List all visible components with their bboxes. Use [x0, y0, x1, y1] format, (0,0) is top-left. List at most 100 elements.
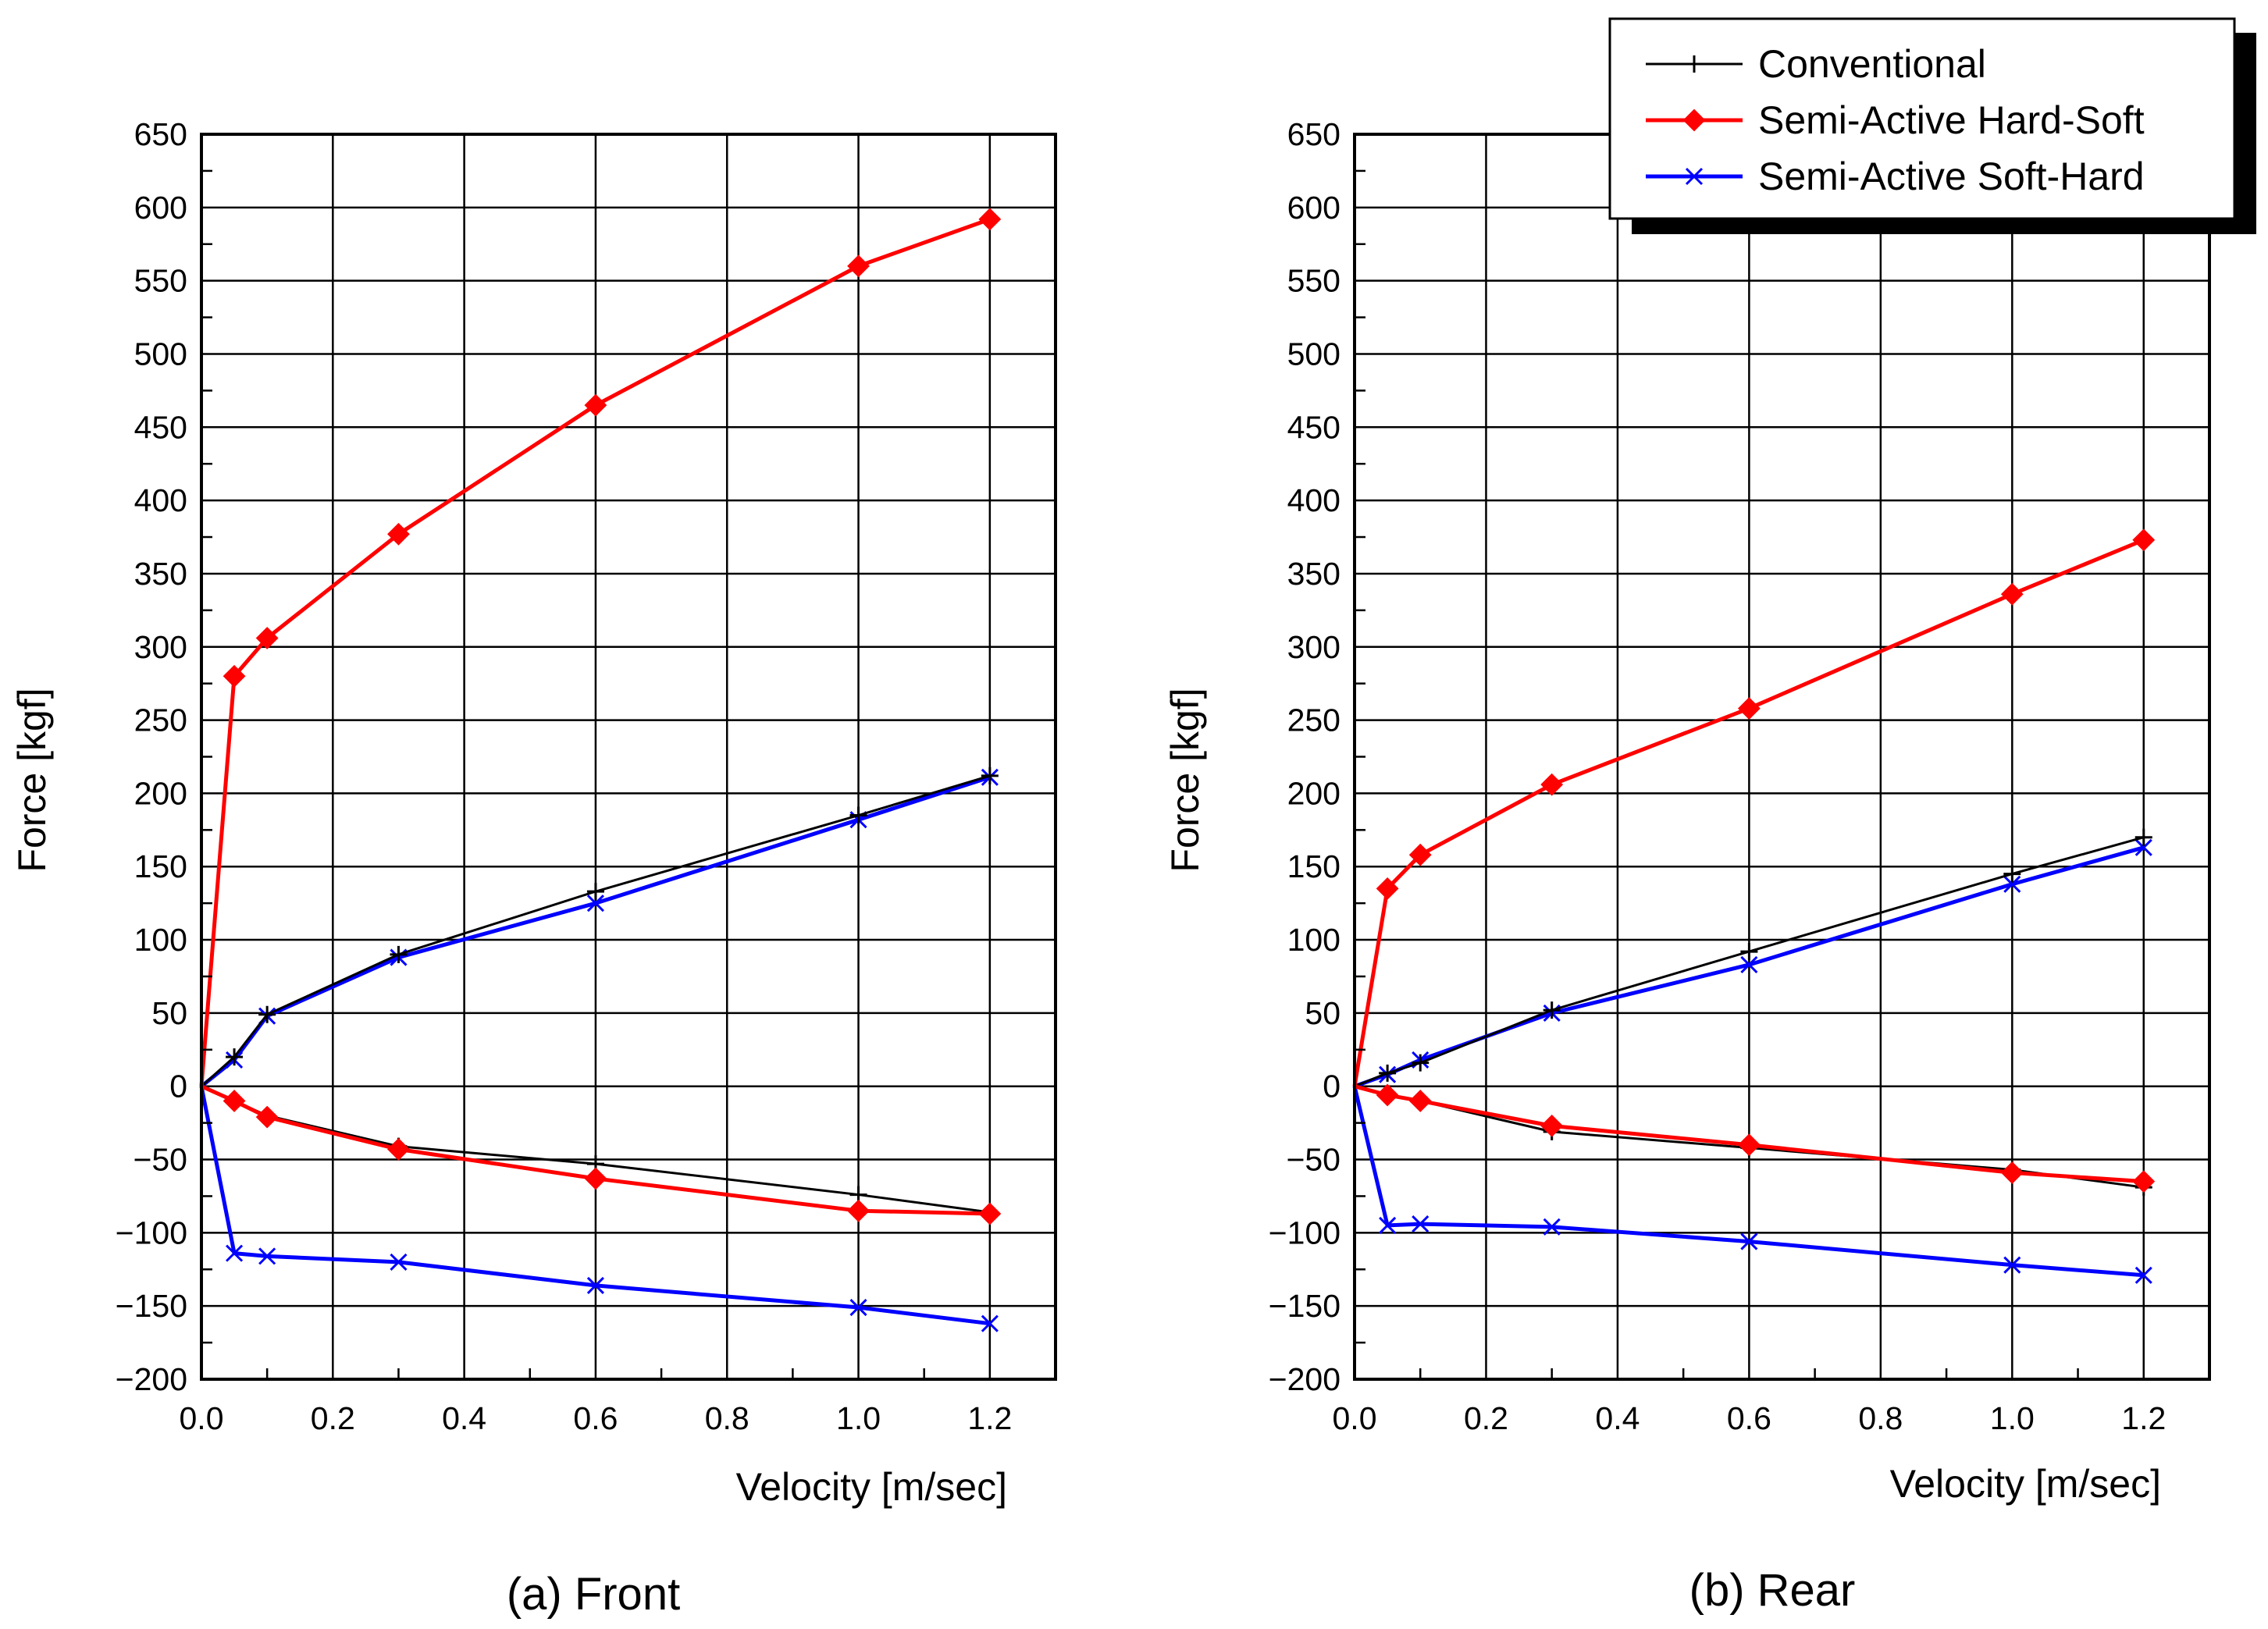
data-point — [223, 1090, 246, 1112]
legend-item-semi-active-soft-hard: Semi-Active Soft-Hard — [1646, 155, 2145, 198]
panel-front-y-tick-label: 600 — [134, 190, 187, 226]
data-point — [387, 522, 410, 546]
panel-front-x-tick-label: 0.0 — [180, 1400, 224, 1436]
panel-rear-grid — [1355, 134, 2209, 1379]
panel-rear-x-axis-label: Velocity [m/sec] — [1890, 1462, 2161, 1506]
legend: Conventional Semi-Active Hard-Soft Semi-Ac… — [1608, 17, 2256, 234]
panel-front-y-tick-label: 400 — [134, 482, 187, 518]
data-point — [981, 1314, 999, 1332]
panel-front-series-semi-active-hard-soft-rebound — [199, 208, 1002, 1087]
data-point — [2134, 838, 2152, 856]
data-point — [2134, 1266, 2152, 1284]
data-point — [2003, 865, 2021, 883]
panel-rear-y-tick-label: −50 — [1286, 1142, 1341, 1178]
panel-front-series-semi-active-soft-hard-rebound — [200, 768, 999, 1088]
panel-rear-series — [1352, 528, 2156, 1284]
panel-rear-caption: (b) Rear — [1689, 1565, 1856, 1616]
panel-rear-ticks: 0.0 0.2 0.4 0.6 0.8 1.0 1.26506005505004504003… — [1269, 116, 2167, 1436]
data-point — [223, 664, 246, 688]
legend-marker — [1682, 108, 1706, 132]
data-point — [1740, 943, 1758, 961]
panel-front-y-tick-label: 550 — [134, 263, 187, 299]
panel-rear-x-tick-label: 1.2 — [2121, 1400, 2166, 1436]
data-point — [390, 945, 408, 963]
legend-item-conventional: Conventional — [1646, 42, 1986, 86]
data-point — [586, 883, 604, 901]
panel-rear-x-tick-label: 0.8 — [1858, 1400, 1903, 1436]
data-point — [847, 1199, 870, 1222]
data-point — [1376, 877, 1399, 900]
panel-rear-y-tick-label: −200 — [1269, 1361, 1341, 1397]
data-point — [255, 1105, 279, 1129]
panel-rear-x-tick-label: 1.0 — [1990, 1400, 2035, 1436]
panel-rear-y-tick-label: 100 — [1287, 922, 1341, 958]
panel-rear-y-tick-label: 50 — [1305, 995, 1341, 1031]
legend-label: Semi-Active Soft-Hard — [1758, 155, 2145, 198]
panel-front-y-tick-label: 350 — [134, 556, 187, 592]
data-point — [226, 1048, 244, 1066]
panel-front-y-axis-label: Force [kgf] — [10, 688, 54, 872]
panel-front-ticks: 0.0 0.2 0.4 0.6 0.8 1.0 1.26506005505004504003… — [116, 116, 1013, 1436]
panel-front-y-tick-label: 450 — [134, 409, 187, 445]
panel-rear-y-tick-label: 300 — [1287, 629, 1341, 665]
data-point — [978, 208, 1002, 231]
panel-front-y-tick-label: −200 — [116, 1361, 187, 1397]
data-point — [584, 1167, 607, 1190]
panel-front-y-tick-label: −50 — [133, 1142, 187, 1178]
data-point — [586, 895, 604, 912]
panel-front-y-tick-label: 0 — [169, 1069, 187, 1104]
panel-front-y-tick-label: 300 — [134, 629, 187, 665]
panel-front-y-tick-label: 650 — [134, 116, 187, 152]
panel-front-series — [199, 208, 1002, 1332]
data-point — [1376, 1083, 1399, 1107]
panel-front-y-tick-label: 150 — [134, 848, 187, 884]
data-point — [255, 627, 279, 649]
data-point — [226, 1244, 244, 1262]
panel-rear-y-axis-label: Force [kgf] — [1163, 688, 1207, 872]
data-point — [258, 1247, 276, 1265]
data-point — [258, 1005, 276, 1023]
panel-front-series-semi-active-soft-hard-compression — [199, 1086, 999, 1332]
panel-front-y-tick-label: −100 — [116, 1215, 187, 1250]
panel-rear-frame — [1353, 133, 2211, 1381]
panel-rear-x-tick-label: 0.0 — [1333, 1400, 1377, 1436]
data-point — [1543, 1218, 1561, 1236]
data-point — [2003, 875, 2021, 893]
panel-rear-y-tick-label: 150 — [1287, 848, 1341, 884]
data-point — [1408, 1090, 1432, 1112]
data-point — [1737, 697, 1761, 720]
panel-front: 0.0 0.2 0.4 0.6 0.8 1.0 1.26506005505004504003… — [10, 116, 1057, 1620]
data-point — [584, 393, 607, 417]
data-point — [978, 1202, 1002, 1225]
panel-rear-series-semi-active-soft-hard-rebound — [1354, 838, 2152, 1089]
data-point — [2003, 1256, 2021, 1274]
data-point — [849, 806, 867, 824]
panel-rear-y-tick-label: −150 — [1269, 1288, 1341, 1324]
panel-front-x-tick-label: 0.4 — [442, 1400, 486, 1436]
panel-rear-y-tick-label: 600 — [1287, 190, 1341, 226]
panel-front-series-conventional-rebound — [201, 766, 999, 1087]
data-point — [1379, 1216, 1397, 1235]
panel-front-y-tick-label: 250 — [134, 702, 187, 738]
panel-rear-y-tick-label: 400 — [1287, 482, 1341, 518]
panel-rear: 0.0 0.2 0.4 0.6 0.8 1.0 1.26506005505004504003… — [1163, 116, 2211, 1616]
panel-rear-y-tick-label: −100 — [1269, 1215, 1341, 1250]
data-point — [849, 1298, 867, 1317]
panel-front-frame — [200, 133, 1057, 1381]
panel-front-x-tick-label: 0.8 — [705, 1400, 749, 1436]
panel-rear-y-tick-label: 250 — [1287, 702, 1341, 738]
panel-rear-x-tick-label: 0.2 — [1464, 1400, 1508, 1436]
data-point — [1412, 1215, 1430, 1233]
data-point — [1543, 1001, 1561, 1019]
panel-rear-series-semi-active-hard-soft-compression — [1354, 1083, 2156, 1193]
data-point — [586, 1276, 604, 1294]
panel-front-x-tick-label: 1.2 — [967, 1400, 1012, 1436]
panel-rear-y-tick-label: 450 — [1287, 409, 1341, 445]
panel-rear-x-tick-label: 0.6 — [1727, 1400, 1771, 1436]
panel-rear-y-tick-label: 200 — [1287, 775, 1341, 811]
data-point — [2132, 528, 2156, 552]
panel-front-y-tick-label: 50 — [151, 995, 187, 1031]
data-point — [1540, 1114, 1564, 1137]
panel-rear-y-tick-label: 0 — [1323, 1069, 1341, 1104]
panel-rear-series-semi-active-hard-soft-rebound — [1352, 528, 2156, 1087]
